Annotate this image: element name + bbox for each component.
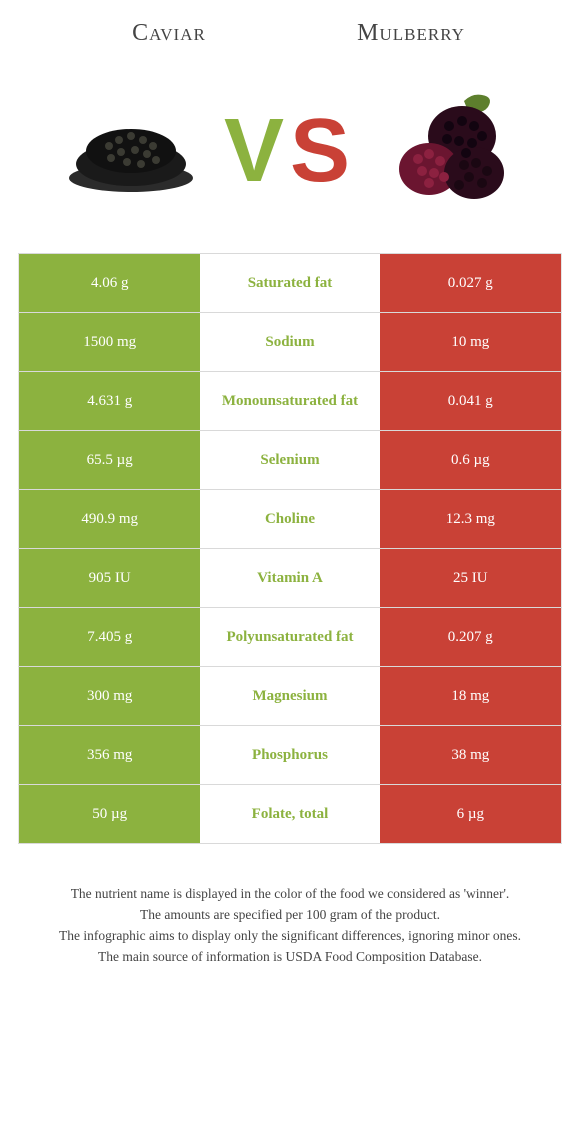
nutrient-name: Magnesium <box>200 667 379 726</box>
header-row: Caviar Mulberry <box>18 20 562 47</box>
table-row: 50 µgFolate, total6 µg <box>19 785 562 844</box>
vs-letter-s: S <box>290 101 356 201</box>
right-food-image <box>356 91 542 211</box>
footnote-line: The amounts are specified per 100 gram o… <box>36 905 544 926</box>
footnote-line: The nutrient name is displayed in the co… <box>36 884 544 905</box>
nutrient-name: Phosphorus <box>200 726 379 785</box>
table-row: 905 IUVitamin A25 IU <box>19 549 562 608</box>
right-value: 6 µg <box>380 785 562 844</box>
right-value: 12.3 mg <box>380 490 562 549</box>
right-value: 10 mg <box>380 313 562 372</box>
nutrient-name: Polyunsaturated fat <box>200 608 379 667</box>
table-row: 4.06 gSaturated fat0.027 g <box>19 254 562 313</box>
nutrient-name: Sodium <box>200 313 379 372</box>
caviar-icon <box>61 106 201 196</box>
right-value: 0.027 g <box>380 254 562 313</box>
left-value: 65.5 µg <box>19 431 201 490</box>
left-food-image <box>38 106 224 196</box>
right-value: 18 mg <box>380 667 562 726</box>
table-row: 7.405 gPolyunsaturated fat0.207 g <box>19 608 562 667</box>
mulberry-icon <box>374 91 524 211</box>
left-value: 300 mg <box>19 667 201 726</box>
table-row: 1500 mgSodium10 mg <box>19 313 562 372</box>
hero-row: VS <box>18 71 562 231</box>
nutrient-name: Selenium <box>200 431 379 490</box>
left-value: 905 IU <box>19 549 201 608</box>
footnotes: The nutrient name is displayed in the co… <box>18 884 562 968</box>
table-row: 65.5 µgSelenium0.6 µg <box>19 431 562 490</box>
nutrient-name: Choline <box>200 490 379 549</box>
comparison-tbody: 4.06 gSaturated fat0.027 g1500 mgSodium1… <box>19 254 562 844</box>
table-row: 300 mgMagnesium18 mg <box>19 667 562 726</box>
left-value: 50 µg <box>19 785 201 844</box>
nutrient-name: Folate, total <box>200 785 379 844</box>
left-value: 7.405 g <box>19 608 201 667</box>
nutrient-name: Saturated fat <box>200 254 379 313</box>
vs-letter-v: V <box>224 101 290 201</box>
nutrient-name: Monounsaturated fat <box>200 372 379 431</box>
right-value: 38 mg <box>380 726 562 785</box>
left-value: 490.9 mg <box>19 490 201 549</box>
right-value: 0.6 µg <box>380 431 562 490</box>
left-value: 4.631 g <box>19 372 201 431</box>
right-food-title: Mulberry <box>290 20 532 47</box>
right-value: 25 IU <box>380 549 562 608</box>
nutrient-name: Vitamin A <box>200 549 379 608</box>
right-value: 0.041 g <box>380 372 562 431</box>
left-food-title: Caviar <box>48 20 290 47</box>
comparison-table: 4.06 gSaturated fat0.027 g1500 mgSodium1… <box>18 253 562 844</box>
vs-label: VS <box>224 71 356 231</box>
left-value: 356 mg <box>19 726 201 785</box>
table-row: 490.9 mgCholine12.3 mg <box>19 490 562 549</box>
footnote-line: The infographic aims to display only the… <box>36 926 544 947</box>
footnote-line: The main source of information is USDA F… <box>36 947 544 968</box>
left-value: 4.06 g <box>19 254 201 313</box>
table-row: 356 mgPhosphorus38 mg <box>19 726 562 785</box>
left-value: 1500 mg <box>19 313 201 372</box>
comparison-page: Caviar Mulberry VS <box>0 0 580 968</box>
right-value: 0.207 g <box>380 608 562 667</box>
table-row: 4.631 gMonounsaturated fat0.041 g <box>19 372 562 431</box>
